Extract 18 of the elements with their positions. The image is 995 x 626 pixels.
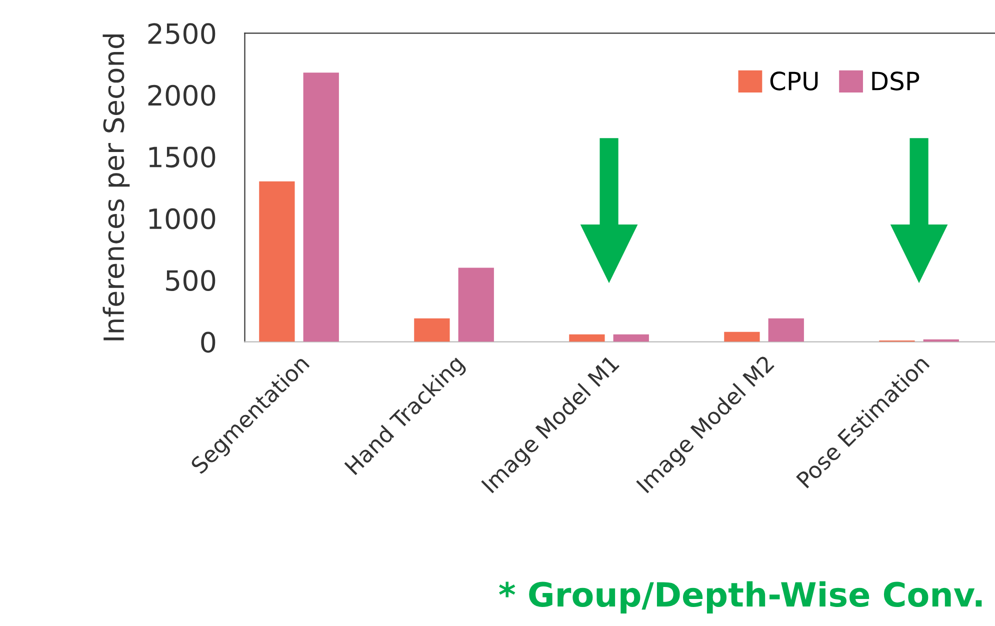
bar [613,334,649,342]
bar [768,318,804,342]
bar [724,332,760,342]
y-tick-label: 2000 [148,84,216,106]
bar [569,334,605,342]
bar [414,318,450,342]
text: * Group/Depth-Wise Conv. [499,581,982,614]
y-tick-label: 0 [201,332,216,353]
legend-label: DSP [872,72,920,90]
bar [303,72,339,342]
y-axis-title: Inferences per Second [102,34,130,340]
y-tick-label: 1000 [149,208,216,230]
legend-label: CPU [770,72,818,90]
y-tick-label: 1500 [149,146,216,168]
y-tick-label: 2500 [148,23,216,44]
bar [458,268,494,342]
y-tick-label: 500 [166,270,216,292]
bar [259,181,295,342]
